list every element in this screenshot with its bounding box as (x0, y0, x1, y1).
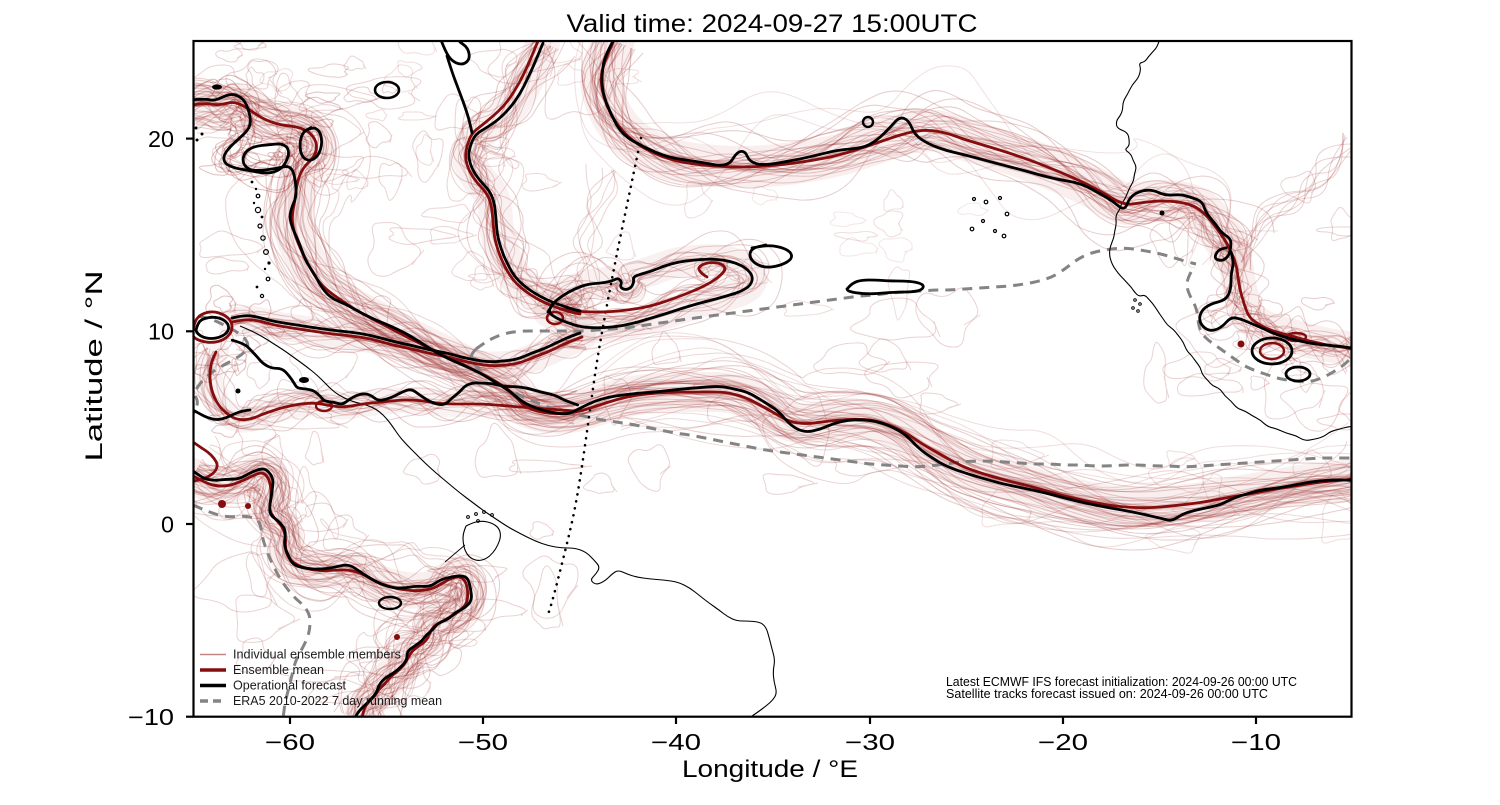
svg-text:−60: −60 (265, 729, 315, 755)
svg-text:−50: −50 (458, 729, 508, 755)
svg-text:Operational forecast: Operational forecast (233, 679, 347, 693)
svg-text:Ensemble mean: Ensemble mean (233, 663, 324, 677)
svg-text:−30: −30 (845, 729, 895, 755)
svg-text:−10: −10 (128, 704, 174, 730)
svg-text:−10: −10 (1231, 729, 1281, 755)
svg-text:0: 0 (161, 511, 174, 537)
svg-text:ERA5 2010-2022 7 day running m: ERA5 2010-2022 7 day running mean (233, 694, 442, 708)
svg-text:Latest ECMWF IFS forecast init: Latest ECMWF IFS forecast initialization… (946, 675, 1297, 689)
svg-text:−20: −20 (1038, 729, 1088, 755)
svg-text:Longitude / °E: Longitude / °E (682, 756, 858, 783)
svg-text:Valid time: 2024-09-27 15:00UT: Valid time: 2024-09-27 15:00UTC (567, 10, 978, 38)
svg-text:Individual ensemble members: Individual ensemble members (233, 648, 401, 662)
svg-text:Latitude / °N: Latitude / °N (81, 271, 108, 462)
svg-text:−40: −40 (651, 729, 701, 755)
svg-text:Satellite tracks forecast issu: Satellite tracks forecast issued on: 202… (946, 687, 1268, 701)
svg-text:10: 10 (148, 319, 174, 345)
svg-text:20: 20 (148, 126, 174, 152)
